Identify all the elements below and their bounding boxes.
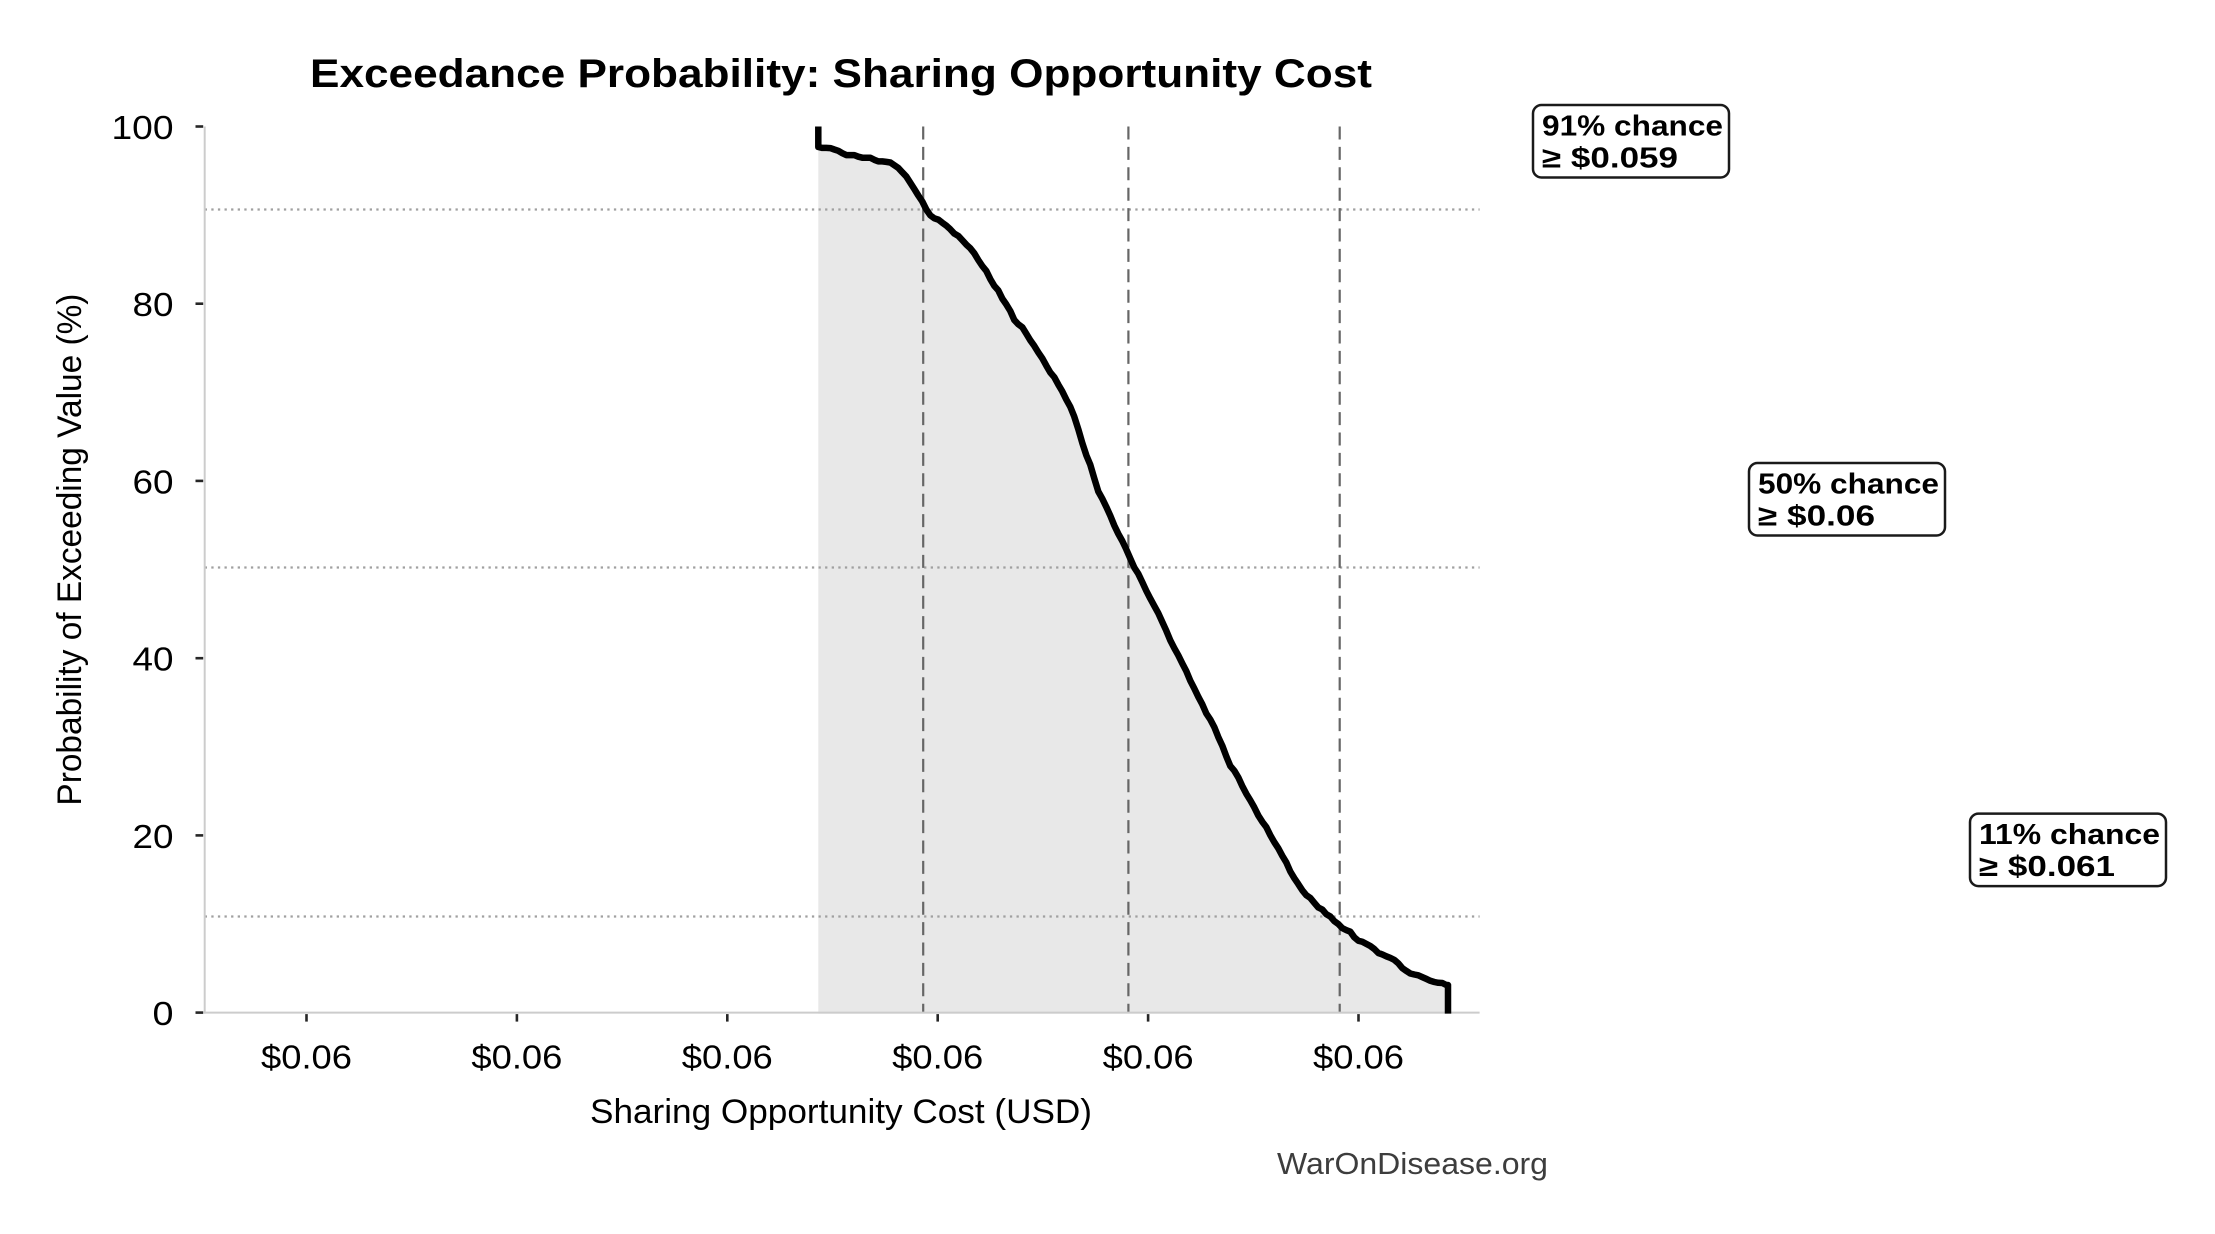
svg-text:11% chance: 11% chance [1979, 819, 2160, 851]
svg-text:Probability of Exceeding Value: Probability of Exceeding Value (%) [51, 294, 89, 806]
svg-text:$0.06: $0.06 [682, 1039, 773, 1076]
svg-text:40: 40 [133, 641, 174, 678]
svg-text:20: 20 [133, 818, 174, 855]
svg-text:100: 100 [112, 109, 174, 146]
svg-text:WarOnDisease.org: WarOnDisease.org [1277, 1146, 1548, 1181]
svg-text:Sharing Opportunity Cost (USD): Sharing Opportunity Cost (USD) [590, 1093, 1092, 1131]
svg-text:Exceedance Probability: Sharin: Exceedance Probability: Sharing Opportun… [310, 52, 1372, 96]
svg-text:$0.06: $0.06 [892, 1039, 983, 1076]
svg-text:0: 0 [153, 995, 174, 1032]
svg-text:50% chance: 50% chance [1758, 469, 1939, 501]
svg-text:91% chance: 91% chance [1542, 111, 1723, 143]
svg-text:80: 80 [133, 286, 174, 323]
svg-text:$0.06: $0.06 [1103, 1039, 1194, 1076]
svg-text:$0.06: $0.06 [471, 1039, 562, 1076]
svg-text:$0.06: $0.06 [261, 1039, 352, 1076]
svg-text:≥ $0.061: ≥ $0.061 [1979, 851, 2115, 883]
svg-text:60: 60 [133, 463, 174, 500]
svg-text:≥ $0.059: ≥ $0.059 [1542, 143, 1678, 175]
svg-text:≥ $0.06: ≥ $0.06 [1758, 501, 1875, 533]
svg-text:$0.06: $0.06 [1313, 1039, 1404, 1076]
